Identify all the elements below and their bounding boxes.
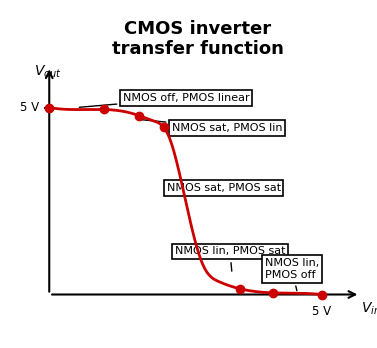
Text: 5 V: 5 V xyxy=(20,101,40,114)
Text: NMOS lin,
PMOS off: NMOS lin, PMOS off xyxy=(265,258,319,291)
Text: NMOS sat, PMOS lin: NMOS sat, PMOS lin xyxy=(142,120,282,133)
Text: NMOS sat, PMOS sat: NMOS sat, PMOS sat xyxy=(167,183,281,193)
Text: $V_{in}$: $V_{in}$ xyxy=(361,301,377,317)
Text: 5 V: 5 V xyxy=(313,305,332,318)
Text: NMOS off, PMOS linear: NMOS off, PMOS linear xyxy=(79,93,250,107)
Text: NMOS lin, PMOS sat: NMOS lin, PMOS sat xyxy=(175,246,285,271)
Text: $V_{out}$: $V_{out}$ xyxy=(34,64,62,80)
Title: CMOS inverter
transfer function: CMOS inverter transfer function xyxy=(112,19,284,58)
